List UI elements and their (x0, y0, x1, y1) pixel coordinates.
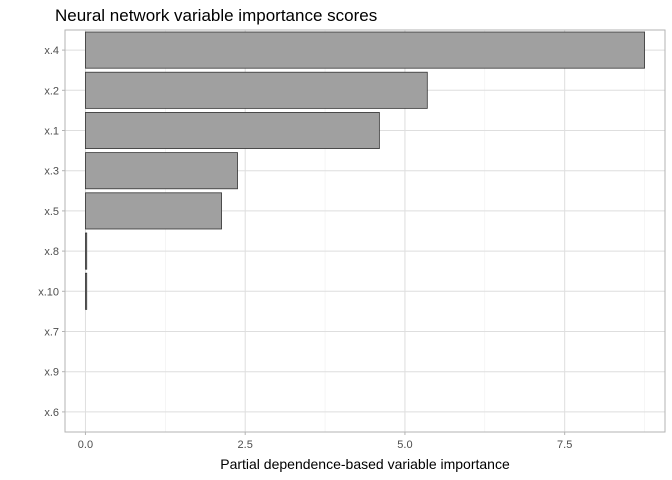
bar-x-2 (85, 71, 428, 109)
y-tick-label: x.10 (38, 286, 59, 298)
bar-x-1 (85, 112, 380, 149)
x-tick-label: 5.0 (397, 439, 412, 451)
x-tick-label: 2.5 (238, 439, 253, 451)
y-tick-label: x.8 (44, 246, 59, 258)
bar-x-3 (85, 152, 238, 190)
y-tick-label: x.3 (44, 166, 59, 178)
y-tick-label: x.9 (44, 367, 59, 379)
y-tick-label: x.6 (44, 407, 59, 419)
y-tick-label: x.2 (44, 85, 59, 97)
x-tick-label: 0.0 (78, 439, 93, 451)
y-tick-label: x.5 (44, 206, 59, 218)
y-tick-label: x.1 (44, 126, 59, 138)
panel-border (64, 29, 666, 433)
x-tick-label: 7.5 (557, 439, 572, 451)
bar-x-4 (85, 31, 645, 69)
bar-x-10 (85, 272, 88, 310)
chart-title: Neural network variable importance score… (55, 6, 378, 25)
bar-x-8 (85, 232, 88, 270)
y-tick-label: x.4 (44, 45, 59, 57)
bar-x-5 (85, 192, 222, 230)
y-tick-label: x.7 (44, 327, 59, 339)
x-axis-title: Partial dependence-based variable import… (220, 456, 510, 472)
